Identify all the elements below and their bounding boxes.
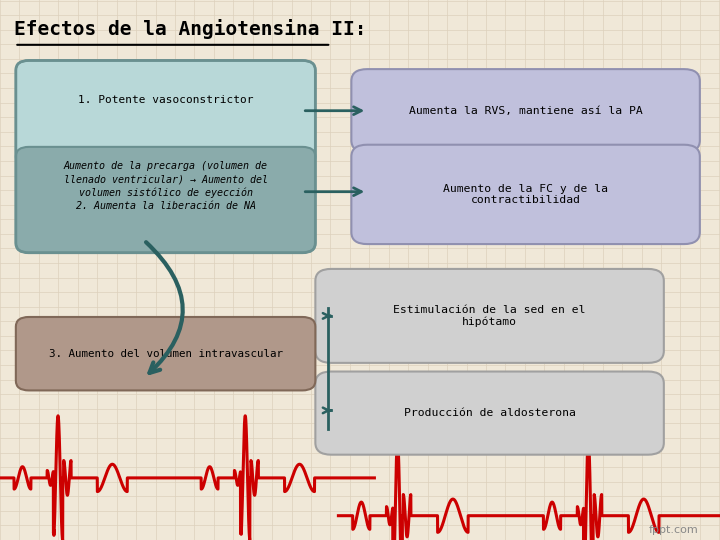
FancyBboxPatch shape [16, 60, 315, 166]
Text: fppt.com: fppt.com [649, 524, 698, 535]
Text: 1. Potente vasoconstrictor: 1. Potente vasoconstrictor [78, 94, 253, 105]
Text: Estimulación de la sed en el
hipótamo: Estimulación de la sed en el hipótamo [393, 305, 586, 327]
Text: Aumenta la RVS, mantiene así la PA: Aumenta la RVS, mantiene así la PA [409, 106, 642, 116]
FancyBboxPatch shape [351, 69, 700, 152]
Text: Producción de aldosterona: Producción de aldosterona [404, 408, 575, 418]
Text: 3. Aumento del volumen intravascular: 3. Aumento del volumen intravascular [48, 349, 283, 359]
Text: Aumento de la FC y de la
contractibilidad: Aumento de la FC y de la contractibilida… [443, 184, 608, 205]
FancyBboxPatch shape [16, 317, 315, 390]
FancyBboxPatch shape [351, 145, 700, 244]
FancyBboxPatch shape [315, 269, 664, 363]
Text: Efectos de la Angiotensina II:: Efectos de la Angiotensina II: [14, 19, 367, 39]
FancyBboxPatch shape [315, 372, 664, 455]
FancyBboxPatch shape [16, 147, 315, 253]
Text: Aumento de la precarga (volumen de
llenado ventricular) → Aumento del
volumen si: Aumento de la precarga (volumen de llena… [63, 161, 268, 211]
